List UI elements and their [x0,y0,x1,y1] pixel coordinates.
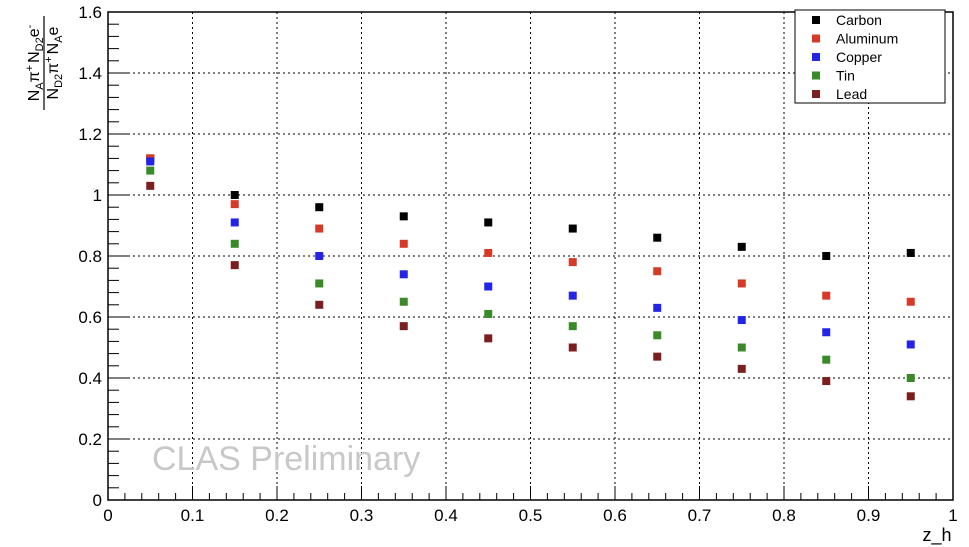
data-point [653,331,662,340]
data-point [484,282,493,291]
data-point [484,218,493,227]
data-point [653,233,662,242]
y-tick-label: 1.4 [78,64,102,83]
x-tick-labels: 0 0.1 0.2 0.3 0.4 0.5 0.6 0.7 0.8 0.9 1 [103,506,957,525]
data-point [146,166,155,175]
legend-marker [812,16,820,24]
data-point [484,334,493,343]
x-tick-label: 1 [948,506,957,525]
series-tin [146,166,915,382]
series-lead [146,181,915,401]
data-points [146,154,915,401]
data-point [906,340,915,349]
watermark: CLAS Preliminary [152,440,420,478]
data-point [230,218,239,227]
series-carbon [146,154,915,260]
x-tick-label: 0.4 [434,506,458,525]
legend-marker [812,53,820,61]
data-point [230,239,239,248]
legend-marker [812,90,820,98]
data-point [315,224,324,233]
x-axis-title: z_h [922,525,951,546]
x-tick-label: 0 [103,506,112,525]
data-point [230,261,239,270]
data-point [399,212,408,221]
legend-label: Carbon [836,12,882,28]
data-point [146,157,155,166]
y-tick-label: 0.2 [78,430,102,449]
legend-label: Lead [836,86,867,102]
legend-entry: Lead [812,86,867,102]
x-tick-label: 0.5 [519,506,543,525]
data-point [315,252,324,260]
legend-label: Tin [836,68,855,84]
data-point [737,242,746,251]
legend-entry: Tin [812,68,855,84]
y-axis-title: NAπ+ND2e- ND2π+NAe [24,16,65,110]
legend: Carbon Aluminum Copper Tin Lead [794,9,946,104]
data-point [230,200,239,209]
data-point [315,300,324,309]
data-point [822,328,831,337]
legend-entry: Aluminum [812,31,898,47]
data-point [737,279,746,288]
data-point [568,322,577,331]
data-point [230,191,239,199]
data-point [484,309,493,318]
x-tick-label: 0.6 [603,506,627,525]
data-point [484,248,493,257]
x-tick-label: 0.1 [181,506,205,525]
x-tick-label: 0.2 [265,506,289,525]
legend-entry: Carbon [812,12,882,28]
grid [108,12,953,500]
data-point [315,279,324,288]
y-tick-label: 0.8 [78,247,102,266]
data-point [568,258,577,267]
y-axis-title-denominator: ND2π+NAe [43,26,65,99]
legend-label: Copper [836,49,882,65]
data-point [315,203,324,212]
data-point [399,322,408,331]
y-tick-label: 1.2 [78,125,102,144]
legend-marker [812,34,820,43]
data-point [906,248,915,257]
y-tick-label: 0.4 [78,369,102,388]
legend-label: Aluminum [836,31,898,47]
data-point [653,267,662,276]
legend-entry: Copper [812,49,882,65]
series-copper [146,157,915,349]
axis-ticks [107,11,954,501]
data-point [399,297,408,306]
data-point [822,291,831,300]
data-point [737,343,746,352]
data-point [653,352,662,361]
x-tick-label: 0.8 [772,506,796,525]
data-point [568,224,577,233]
y-tick-label: 0 [93,491,102,510]
legend-marker [812,71,820,80]
data-point [822,377,831,386]
data-point [146,181,155,190]
data-point [399,239,408,248]
data-point [737,316,746,325]
data-point [568,291,577,300]
data-point [737,364,746,373]
data-point [822,252,831,260]
data-point [906,297,915,306]
data-point [906,392,915,401]
y-tick-labels: 0 0.2 0.4 0.6 0.8 1 1.2 1.4 1.6 [78,3,102,510]
data-point [906,374,915,382]
x-tick-label: 0.3 [350,506,374,525]
data-point [653,303,662,312]
y-tick-label: 1.6 [78,3,102,22]
x-tick-label: 0.9 [857,506,881,525]
y-axis-title-numerator: NAπ+ND2e- [24,24,46,101]
y-tick-label: 1 [93,186,102,205]
data-point [568,343,577,352]
y-tick-label: 0.6 [78,308,102,327]
data-point [399,270,408,279]
x-tick-label: 0.7 [688,506,712,525]
data-point [822,355,831,364]
